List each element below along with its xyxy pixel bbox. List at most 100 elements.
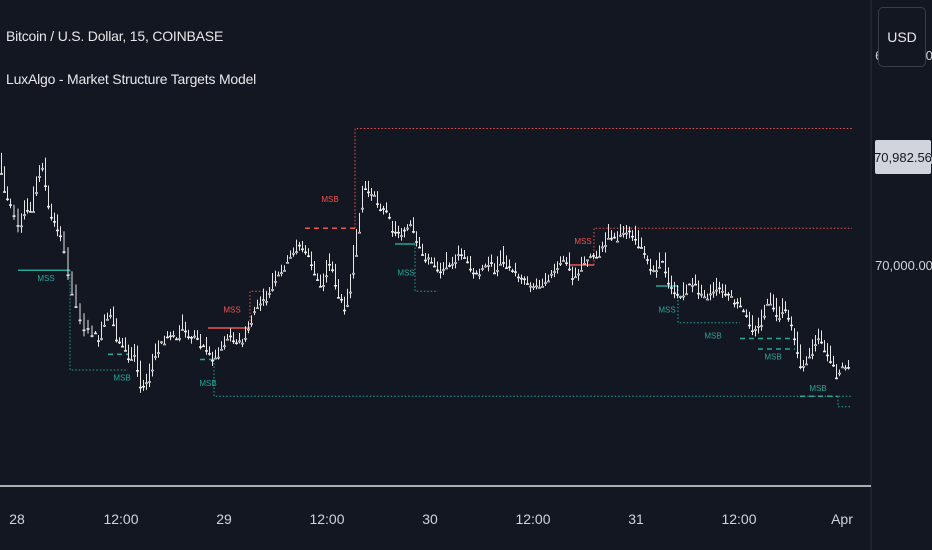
candle-body xyxy=(214,357,218,360)
candle-body xyxy=(82,329,86,332)
candle-body xyxy=(693,283,697,286)
candle-body xyxy=(825,354,829,357)
candle-body xyxy=(309,264,313,267)
candle-body xyxy=(639,247,643,249)
candle-body xyxy=(705,298,709,301)
candle-body xyxy=(220,349,224,351)
candle-body xyxy=(648,269,652,271)
candle-body xyxy=(567,268,571,271)
candle-body xyxy=(315,279,319,281)
time-tick-label: Apr xyxy=(831,511,853,527)
symbol-title[interactable]: Bitcoin / U.S. Dollar, 15, COINBASE xyxy=(6,28,224,44)
structure-label: MSB xyxy=(113,374,130,383)
candle-body xyxy=(423,259,427,262)
currency-button[interactable]: USD xyxy=(878,7,926,67)
candle-body xyxy=(172,335,176,337)
structure-label: MSB xyxy=(321,195,338,204)
candle-body xyxy=(74,306,78,308)
candle-body xyxy=(142,385,146,388)
time-axis[interactable]: 28 12:00 29 12:00 30 12:00 31 12:00 Apr xyxy=(9,511,853,527)
candle-body xyxy=(255,307,259,310)
target-line xyxy=(414,244,438,292)
candle-body xyxy=(354,255,358,257)
candle-body xyxy=(103,324,107,327)
candle-body xyxy=(507,266,511,268)
candle-body xyxy=(106,319,110,321)
indicator-title[interactable]: LuxAlgo - Market Structure Targets Model xyxy=(6,71,257,87)
candle-body xyxy=(747,324,751,327)
candle-body xyxy=(360,207,364,210)
candle-body xyxy=(112,324,116,327)
candle-body xyxy=(19,225,23,228)
candle-body xyxy=(411,231,415,233)
candle-body xyxy=(585,259,589,262)
candle-body xyxy=(474,272,478,275)
candle-body xyxy=(552,271,556,273)
candle-body xyxy=(166,336,170,339)
candle-body xyxy=(828,361,832,363)
candle-body xyxy=(339,298,343,301)
candle-body xyxy=(744,315,748,317)
candle-body xyxy=(618,234,622,237)
candle-body xyxy=(840,366,844,369)
candle-body xyxy=(801,365,805,368)
candle-body xyxy=(702,296,706,299)
candle-body xyxy=(303,251,307,254)
candle-body xyxy=(160,341,164,344)
candle-body xyxy=(244,337,248,340)
candle-body xyxy=(396,231,400,234)
candle-body xyxy=(34,192,38,194)
time-tick-label: 12:00 xyxy=(721,511,756,527)
candle-body xyxy=(181,329,185,331)
structure-label: MSS xyxy=(658,305,675,314)
candle-body xyxy=(795,352,799,354)
candle-body xyxy=(151,369,155,372)
candle-body xyxy=(369,194,373,196)
candle-body xyxy=(627,230,631,233)
candle-body xyxy=(52,221,56,223)
candle-body xyxy=(253,311,257,314)
time-tick-label: 29 xyxy=(216,511,232,527)
candle-body xyxy=(621,233,625,235)
candle-body xyxy=(771,307,775,310)
candle-body xyxy=(777,318,781,320)
candle-body xyxy=(663,271,667,274)
candle-body xyxy=(672,292,676,295)
candle-body xyxy=(43,185,47,187)
candle-body xyxy=(336,297,340,299)
candle-body xyxy=(217,356,221,359)
candle-body xyxy=(453,262,457,264)
candle-body xyxy=(139,386,143,389)
candle-body xyxy=(561,260,565,262)
candle-body xyxy=(78,319,82,322)
candle-body xyxy=(130,359,134,361)
candle-body xyxy=(468,268,472,271)
candle-body xyxy=(612,236,616,239)
candle-body xyxy=(25,210,29,212)
candle-body xyxy=(288,257,292,259)
candle-body xyxy=(229,335,233,338)
candle-body xyxy=(270,289,274,291)
candle-body xyxy=(154,356,158,358)
candle-body xyxy=(624,232,628,235)
candle-body xyxy=(522,278,526,281)
candle-body xyxy=(282,270,286,272)
candle-body xyxy=(510,270,514,272)
candle-body xyxy=(232,340,236,343)
candle-body xyxy=(606,238,610,240)
candle-body xyxy=(327,263,331,266)
candle-body xyxy=(241,342,245,345)
candle-body xyxy=(438,271,442,274)
candle-body xyxy=(405,227,409,230)
candle-body xyxy=(163,343,167,346)
candle-body xyxy=(768,303,772,306)
candle-body xyxy=(822,350,826,353)
candle-body xyxy=(717,287,721,290)
structure-label: MSB xyxy=(199,379,216,388)
candle-body xyxy=(366,191,370,194)
candle-body xyxy=(492,272,496,275)
candle-body xyxy=(708,293,712,296)
candle-body xyxy=(669,287,673,289)
price-tick-label: 70,000.00 xyxy=(875,258,932,273)
